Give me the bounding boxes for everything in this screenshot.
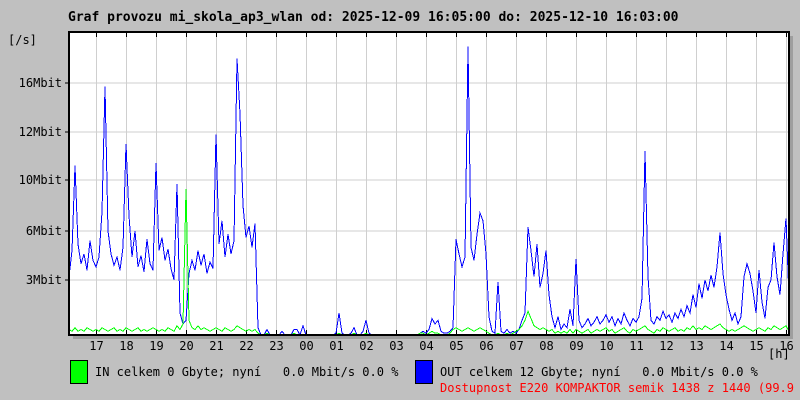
x-tick-label: 16 [779,339,793,353]
x-tick-label: 12 [659,339,673,353]
x-tick-label: 08 [539,339,553,353]
x-tick-label: 14 [719,339,733,353]
x-tick-label: 06 [479,339,493,353]
x-tick-label: 03 [389,339,403,353]
x-tick-label: 04 [419,339,433,353]
in-legend-swatch [70,360,88,384]
x-tick-label: 23 [269,339,283,353]
y-tick-label: 10Mbit [19,173,62,187]
x-tick-label: 09 [569,339,583,353]
y-tick-label: 16Mbit [19,76,62,90]
plot-background [69,32,789,335]
x-tick-label: 15 [749,339,763,353]
in-series-line [68,188,790,336]
in-legend-label: IN celkem 0 Gbyte; nyní 0.0 Mbit/s 0.0 % [95,365,399,379]
out-series-line [68,46,790,337]
y-tick-label: 12Mbit [19,125,62,139]
x-axis-unit-label: [h] [768,347,790,361]
plot-shadow-bottom [73,336,793,339]
x-tick-label: 17 [89,339,103,353]
x-tick-label: 18 [119,339,133,353]
x-tick-label: 11 [629,339,643,353]
x-tick-label: 10 [599,339,613,353]
out-legend-swatch [415,360,433,384]
y-axis-unit-label: [/s] [8,33,37,47]
availability-status-text: Dostupnost E220 KOMPAKTOR semik 1438 z 1… [440,381,800,395]
x-tick-label: 07 [509,339,523,353]
plot-frame [68,31,790,336]
x-tick-label: 00 [299,339,313,353]
x-tick-label: 01 [329,339,343,353]
x-tick-label: 13 [689,339,703,353]
out-legend-label: OUT celkem 12 Gbyte; nyní 0.0 Mbit/s 0.0… [440,365,758,379]
x-tick-label: 20 [179,339,193,353]
graph-title: Graf provozu mi_skola_ap3_wlan od: 2025-… [68,10,679,25]
x-tick-label: 22 [239,339,253,353]
x-tick-label: 21 [209,339,223,353]
y-tick-label: 3Mbit [26,273,62,287]
x-tick-label: 05 [449,339,463,353]
x-tick-label: 02 [359,339,373,353]
x-tick-label: 19 [149,339,163,353]
y-tick-label: 6Mbit [26,224,62,238]
plot-shadow-right [790,36,793,339]
